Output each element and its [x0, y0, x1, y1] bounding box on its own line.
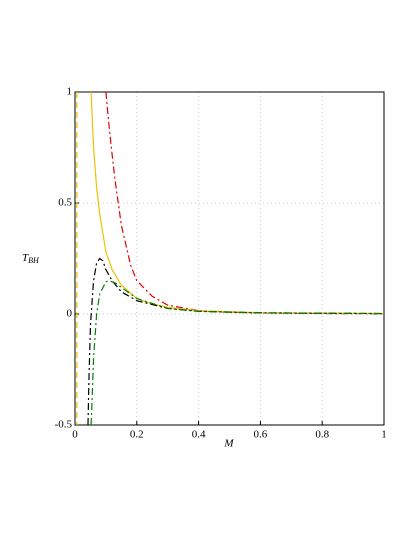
x-tick-label: 0.8	[315, 429, 329, 441]
x-tick-label: 0	[72, 429, 78, 441]
x-tick-label: 1	[381, 429, 387, 441]
series-line	[90, 92, 384, 315]
x-tick-label: 0.2	[130, 429, 144, 441]
y-label-main: T	[22, 252, 29, 264]
x-tick-label: 0.6	[254, 429, 268, 441]
x-axis-label: M	[223, 438, 234, 450]
y-tick-label: 0	[67, 308, 73, 320]
x-tick-label: 0.4	[192, 429, 206, 441]
plot-frame	[74, 91, 385, 426]
y-tick-label: 0.5	[58, 197, 72, 209]
y-axis-label: TBH	[22, 252, 40, 265]
y-tick-label: 1	[67, 86, 73, 98]
series-line	[90, 280, 384, 425]
y-tick-label: -0.5	[55, 419, 73, 431]
series-line	[87, 257, 384, 425]
y-label-sub: BH	[28, 256, 40, 265]
